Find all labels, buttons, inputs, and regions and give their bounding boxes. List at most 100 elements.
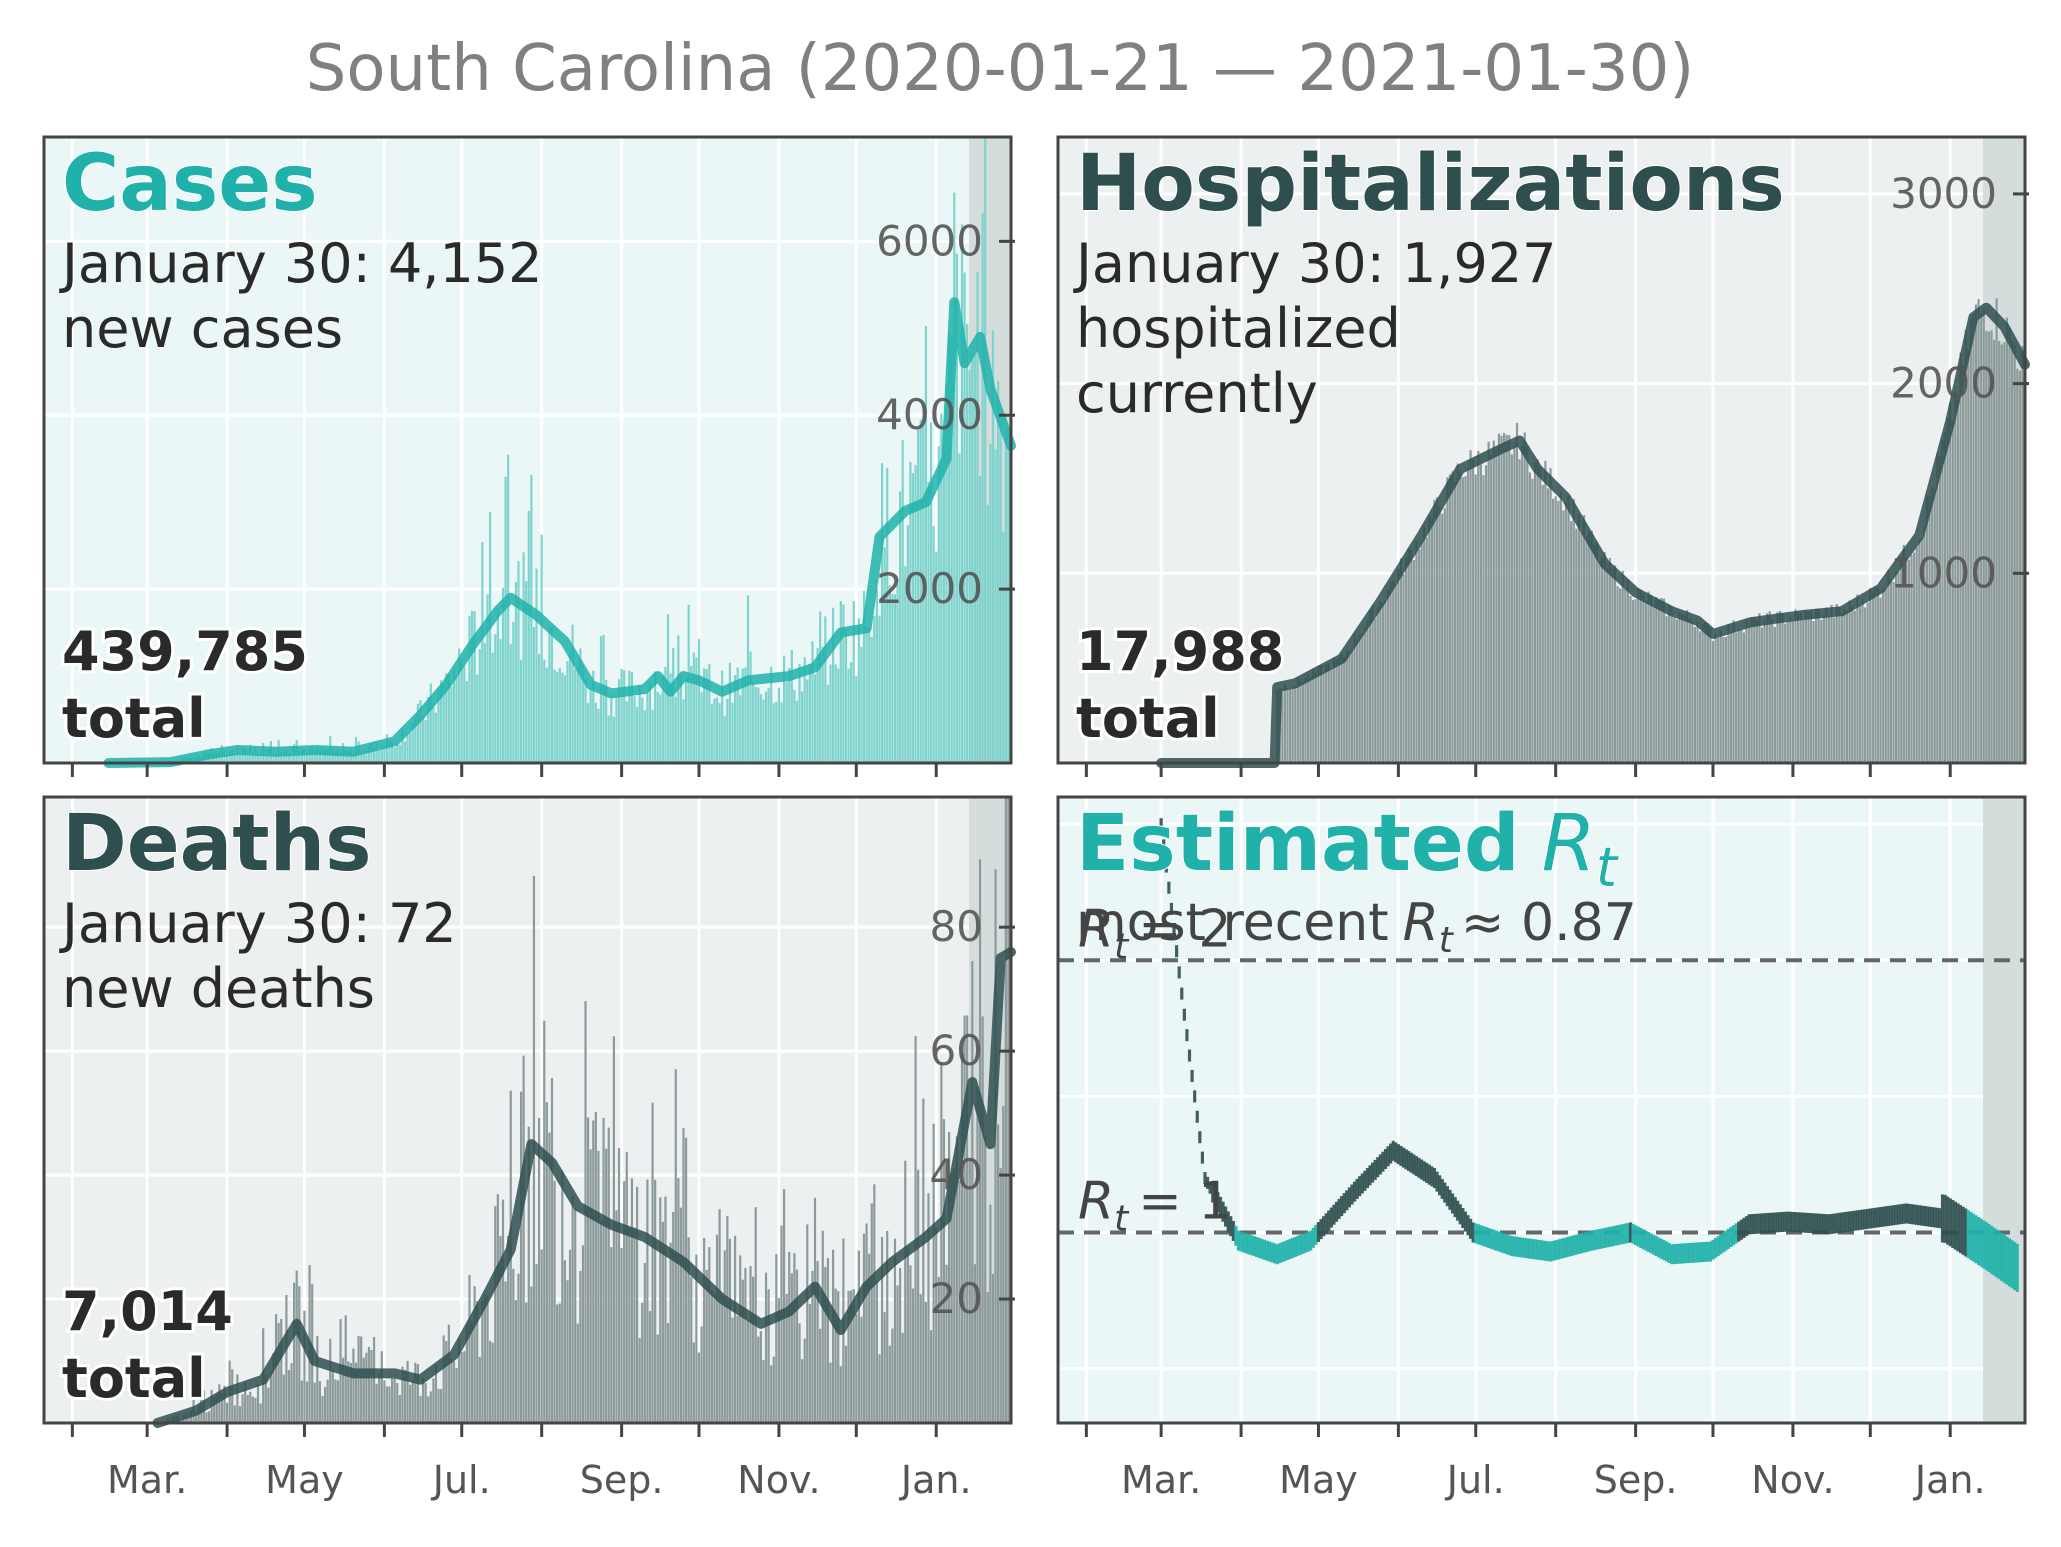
daily-bar [260, 1404, 262, 1423]
rt-plot-background [1058, 797, 2025, 1423]
daily-bar [556, 672, 558, 763]
daily-bar [724, 1250, 726, 1423]
daily-bar [1410, 549, 1412, 763]
daily-bar [337, 1380, 339, 1423]
daily-bar [497, 1194, 499, 1423]
daily-bar [538, 654, 540, 763]
rt-ref2-text: = 2 [1138, 899, 1231, 959]
daily-bar [1387, 590, 1389, 763]
daily-bar [654, 1180, 656, 1423]
daily-bar [507, 455, 509, 763]
daily-bar [613, 717, 615, 763]
x-tick-label: Mar. [107, 1458, 187, 1502]
daily-bar [626, 1152, 628, 1423]
daily-bar [1800, 613, 1802, 763]
deaths-latest-unit: new deaths [62, 957, 375, 1020]
daily-bar [489, 512, 491, 763]
deaths-total-label: total [62, 1347, 206, 1410]
daily-bar [1379, 601, 1381, 763]
daily-bar [775, 1254, 777, 1423]
daily-bar [1544, 461, 1546, 763]
daily-bar [376, 1384, 378, 1423]
daily-bar [1323, 673, 1325, 763]
daily-bar [1758, 613, 1760, 763]
daily-bar [760, 1331, 762, 1423]
daily-bar [953, 193, 955, 763]
daily-bar [443, 1335, 445, 1423]
daily-bar [889, 1346, 891, 1423]
daily-bar [1681, 614, 1683, 763]
daily-bar [1627, 580, 1629, 763]
daily-bar [914, 1036, 916, 1423]
daily-bar [615, 1210, 617, 1423]
daily-bar [2001, 345, 2003, 763]
daily-bar [327, 1380, 329, 1423]
daily-bar [1325, 664, 1327, 763]
daily-bar [1493, 441, 1495, 763]
daily-bar [512, 622, 514, 763]
daily-bar [414, 1363, 416, 1423]
daily-bar [373, 1337, 375, 1423]
daily-bar [1475, 474, 1477, 763]
daily-bar [1660, 598, 1662, 763]
daily-bar [703, 1238, 705, 1423]
deaths-heading: Deaths [62, 799, 372, 889]
daily-bar [556, 1304, 558, 1423]
daily-bar [819, 612, 821, 763]
daily-bar [814, 674, 816, 763]
rt-heading-subscript: t [1596, 836, 1619, 899]
daily-bar [636, 1187, 638, 1423]
daily-bar [1939, 456, 1941, 763]
daily-bar [713, 1294, 715, 1423]
daily-bar [419, 1396, 421, 1423]
daily-bar [891, 594, 893, 763]
daily-bar [639, 1338, 641, 1423]
daily-bar [1583, 515, 1585, 763]
daily-bar [427, 1396, 429, 1423]
rt-recent-number: ≈ 0.87 [1461, 893, 1637, 953]
daily-bar [1351, 649, 1353, 763]
daily-bar [615, 696, 617, 763]
daily-bar [1622, 571, 1624, 763]
daily-bar [329, 1339, 331, 1423]
daily-bar [927, 482, 929, 763]
daily-bar [332, 1370, 334, 1423]
cases-latest-line: January 30: 4,152 [59, 232, 543, 295]
daily-bar [285, 1295, 287, 1423]
daily-bar [757, 1337, 759, 1423]
daily-bar [422, 1378, 424, 1423]
daily-bar [1495, 449, 1497, 763]
daily-bar [855, 1314, 857, 1423]
daily-bar [551, 1078, 553, 1423]
daily-bar [1284, 684, 1286, 763]
daily-bar [1444, 508, 1446, 763]
daily-bar [1753, 617, 1755, 763]
daily-bar [530, 1286, 532, 1423]
daily-bar [896, 1285, 898, 1423]
daily-bar [538, 1118, 540, 1423]
daily-bar [806, 1224, 808, 1423]
daily-bar [1784, 624, 1786, 763]
daily-bar [1317, 666, 1319, 763]
daily-bar [572, 1196, 574, 1423]
daily-bar [1511, 454, 1513, 763]
cases-heading: Cases [62, 139, 318, 229]
daily-bar [1586, 537, 1588, 763]
daily-bar [1751, 617, 1753, 763]
daily-bar [561, 673, 563, 763]
daily-bar [1007, 429, 1009, 763]
daily-bar [1441, 514, 1443, 763]
daily-bar [631, 1178, 633, 1423]
daily-bar [1366, 620, 1368, 763]
daily-bar [873, 1184, 875, 1423]
daily-bar [708, 1247, 710, 1423]
daily-bar [1593, 545, 1595, 763]
daily-bar [517, 561, 519, 763]
daily-bar [541, 535, 543, 763]
daily-bar [670, 1243, 672, 1423]
daily-bar [865, 627, 867, 763]
daily-bar [1936, 454, 1938, 763]
daily-bar [1604, 552, 1606, 763]
daily-bar [386, 1386, 388, 1423]
daily-bar [608, 716, 610, 763]
